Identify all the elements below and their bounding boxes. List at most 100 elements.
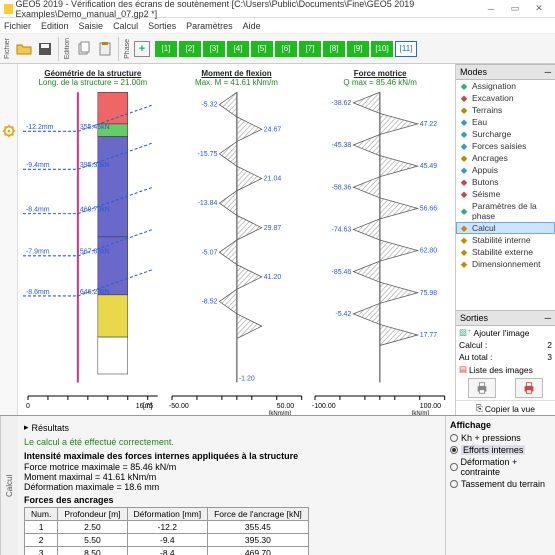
close-button[interactable]: ✕ (527, 0, 551, 17)
mode-icon: ◆ (459, 223, 469, 233)
chart-force-sub: Q max = 85.46 kN/m (310, 78, 450, 87)
phase-add-button[interactable]: + (134, 41, 150, 57)
forces-table: Num.Profondeur [m]Déformation [mm]Force … (24, 507, 309, 555)
phase-tab[interactable]: [9] (347, 41, 369, 57)
modes-list: ◆Assignation◆Excavation◆Terrains◆Eau◆Sur… (456, 80, 555, 310)
mode-item[interactable]: ◆Séisme (456, 188, 555, 200)
phase-tab[interactable]: [10] (371, 41, 393, 57)
list-icon: ▤ (459, 364, 467, 375)
table-header: Force de l'ancrage [kN] (208, 508, 309, 521)
mode-item[interactable]: ◆Appuis (456, 164, 555, 176)
svg-text:-7.9mm: -7.9mm (26, 248, 50, 256)
menu-parametres[interactable]: Paramètres (186, 21, 233, 31)
svg-text:45.49: 45.49 (420, 162, 437, 170)
mode-item[interactable]: ◆Paramètres de la phase (456, 200, 555, 222)
mode-item[interactable]: ◆Terrains (456, 104, 555, 116)
toolbar-group-fichier: Fichier (4, 38, 11, 59)
mode-icon: ◆ (459, 235, 469, 245)
phase-tab[interactable]: [6] (275, 41, 297, 57)
menu-fichier[interactable]: Fichier (4, 21, 31, 31)
svg-text:395.30kN: 395.30kN (80, 161, 110, 169)
svg-text:-100.00: -100.00 (312, 403, 336, 410)
phase-tab[interactable]: [8] (323, 41, 345, 57)
titlebar: GEO5 2019 - Vérification des écrans de s… (0, 0, 555, 18)
print-color-button[interactable] (515, 378, 543, 398)
phase-tab[interactable]: [3] (203, 41, 225, 57)
sorties-total-val: 3 (547, 352, 552, 362)
menu-aide[interactable]: Aide (243, 21, 261, 31)
collapse-icon[interactable]: ─ (545, 313, 551, 323)
mode-label: Terrains (472, 105, 502, 115)
mode-item[interactable]: ◆Butons (456, 176, 555, 188)
mode-item[interactable]: ◆Assignation (456, 80, 555, 92)
expand-icon[interactable]: ▸ (24, 422, 29, 433)
collapse-icon[interactable]: ─ (545, 67, 551, 77)
phase-tab[interactable]: [11] (395, 41, 417, 57)
mode-item[interactable]: ◆Excavation (456, 92, 555, 104)
mode-item[interactable]: ◆Stabilité interne (456, 234, 555, 246)
svg-text:[kNm/m]: [kNm/m] (268, 411, 291, 415)
mode-label: Surcharge (472, 129, 511, 139)
toolbar-group-edition: Edition (64, 38, 71, 59)
mode-icon: ◆ (459, 93, 469, 103)
print-button[interactable] (468, 378, 496, 398)
maximize-button[interactable]: ▭ (503, 0, 527, 17)
svg-text:[m]: [m] (143, 403, 153, 410)
menu-sorties[interactable]: Sorties (148, 21, 176, 31)
mode-item[interactable]: ◆Stabilité externe (456, 246, 555, 258)
svg-text:29.87: 29.87 (263, 224, 280, 232)
mode-icon: ◆ (459, 81, 469, 91)
table-row: 12.50-12.2355.45 (25, 521, 309, 534)
mode-icon: ◆ (459, 247, 469, 257)
affichage-option[interactable]: Tassement du terrain (450, 478, 551, 490)
svg-text:-15.75: -15.75 (197, 150, 217, 158)
svg-text:56.66: 56.66 (420, 204, 437, 212)
open-button[interactable] (14, 39, 34, 59)
results-ok-msg: Le calcul a été effectué correctement. (24, 437, 439, 447)
svg-text:-9.4mm: -9.4mm (26, 161, 50, 169)
mode-label: Forces saisies (472, 141, 526, 151)
svg-text:100.00: 100.00 (420, 403, 441, 410)
menu-saisie[interactable]: Saisie (79, 21, 104, 31)
mode-item[interactable]: ◆Surcharge (456, 128, 555, 140)
paste-button[interactable] (95, 39, 115, 59)
affichage-option[interactable]: Kh + pressions (450, 432, 551, 444)
mode-item[interactable]: ◆Ancrages (456, 152, 555, 164)
chart-geom-title: Géométrie de la structure (23, 69, 163, 78)
save-button[interactable] (35, 39, 55, 59)
chart-geom-sub: Long. de la structure = 21.00m (23, 78, 163, 87)
mode-item[interactable]: ◆Eau (456, 116, 555, 128)
mode-icon: ◆ (459, 177, 469, 187)
minimize-button[interactable]: ─ (479, 0, 503, 17)
phase-tab[interactable]: [4] (227, 41, 249, 57)
mode-icon: ◆ (459, 141, 469, 151)
svg-text:-58.36: -58.36 (332, 183, 352, 191)
affichage-option[interactable]: Déformation + contrainte (450, 456, 551, 478)
affichage-label: Kh + pressions (461, 433, 521, 443)
phase-tab[interactable]: [1] (155, 41, 177, 57)
svg-text:75.98: 75.98 (420, 289, 437, 297)
menu-calcul[interactable]: Calcul (113, 21, 138, 31)
copy-view[interactable]: ⎘Copier la vue (456, 400, 555, 415)
mode-item[interactable]: ◆Forces saisies (456, 140, 555, 152)
phase-tab[interactable]: [5] (251, 41, 273, 57)
radio-icon (450, 434, 458, 442)
mode-icon: ◆ (459, 153, 469, 163)
svg-text:567.86kN: 567.86kN (80, 248, 110, 256)
svg-text:41.20: 41.20 (263, 273, 280, 281)
svg-text:21.04: 21.04 (263, 174, 280, 182)
svg-text:-5.42: -5.42 (336, 310, 352, 318)
mode-item[interactable]: ◆Calcul (456, 222, 555, 234)
phase-tab[interactable]: [2] (179, 41, 201, 57)
mode-item[interactable]: ◆Dimensionnement (456, 258, 555, 270)
affichage-option[interactable]: Efforts internes (450, 444, 551, 456)
svg-text:-12.2mm: -12.2mm (26, 123, 54, 131)
menu-edition[interactable]: Edition (41, 21, 69, 31)
sorties-liste[interactable]: ▤Liste des images (456, 363, 555, 376)
gear-icon[interactable] (2, 124, 16, 138)
table-header: Profondeur [m] (58, 508, 127, 521)
copy-button[interactable] (74, 39, 94, 59)
phase-tab[interactable]: [7] (299, 41, 321, 57)
sorties-add-image[interactable]: ▧⁺Ajouter l'image (456, 326, 555, 339)
svg-text:-8.52: -8.52 (201, 297, 217, 305)
